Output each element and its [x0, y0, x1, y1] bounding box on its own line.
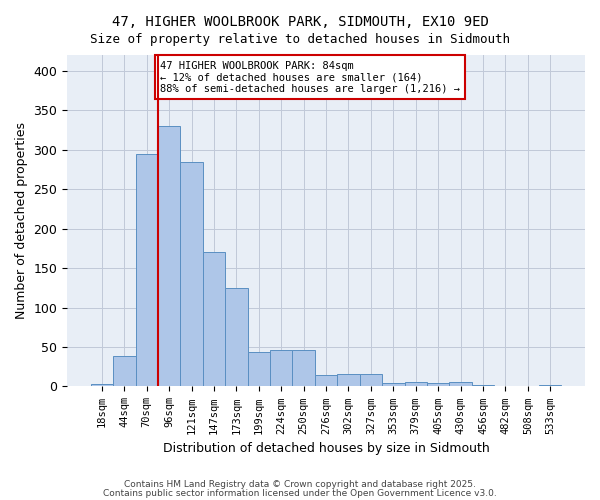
Bar: [382, 384, 404, 386]
Bar: [181, 162, 203, 386]
Bar: [539, 385, 562, 386]
Text: Contains HM Land Registry data © Crown copyright and database right 2025.: Contains HM Land Registry data © Crown c…: [124, 480, 476, 489]
Bar: [270, 350, 292, 387]
Bar: [113, 356, 136, 386]
Bar: [203, 252, 225, 386]
Bar: [91, 384, 113, 386]
Y-axis label: Number of detached properties: Number of detached properties: [15, 122, 28, 319]
Bar: [404, 382, 427, 386]
Text: 47 HIGHER WOOLBROOK PARK: 84sqm
← 12% of detached houses are smaller (164)
88% o: 47 HIGHER WOOLBROOK PARK: 84sqm ← 12% of…: [160, 60, 460, 94]
Text: Contains public sector information licensed under the Open Government Licence v3: Contains public sector information licen…: [103, 489, 497, 498]
Bar: [427, 384, 449, 386]
Text: 47, HIGHER WOOLBROOK PARK, SIDMOUTH, EX10 9ED: 47, HIGHER WOOLBROOK PARK, SIDMOUTH, EX1…: [112, 15, 488, 29]
Bar: [292, 350, 315, 387]
Text: Size of property relative to detached houses in Sidmouth: Size of property relative to detached ho…: [90, 32, 510, 46]
Bar: [360, 374, 382, 386]
X-axis label: Distribution of detached houses by size in Sidmouth: Distribution of detached houses by size …: [163, 442, 490, 455]
Bar: [248, 352, 270, 386]
Bar: [225, 288, 248, 386]
Bar: [472, 385, 494, 386]
Bar: [449, 382, 472, 386]
Bar: [158, 126, 181, 386]
Bar: [337, 374, 360, 386]
Bar: [136, 154, 158, 386]
Bar: [315, 374, 337, 386]
